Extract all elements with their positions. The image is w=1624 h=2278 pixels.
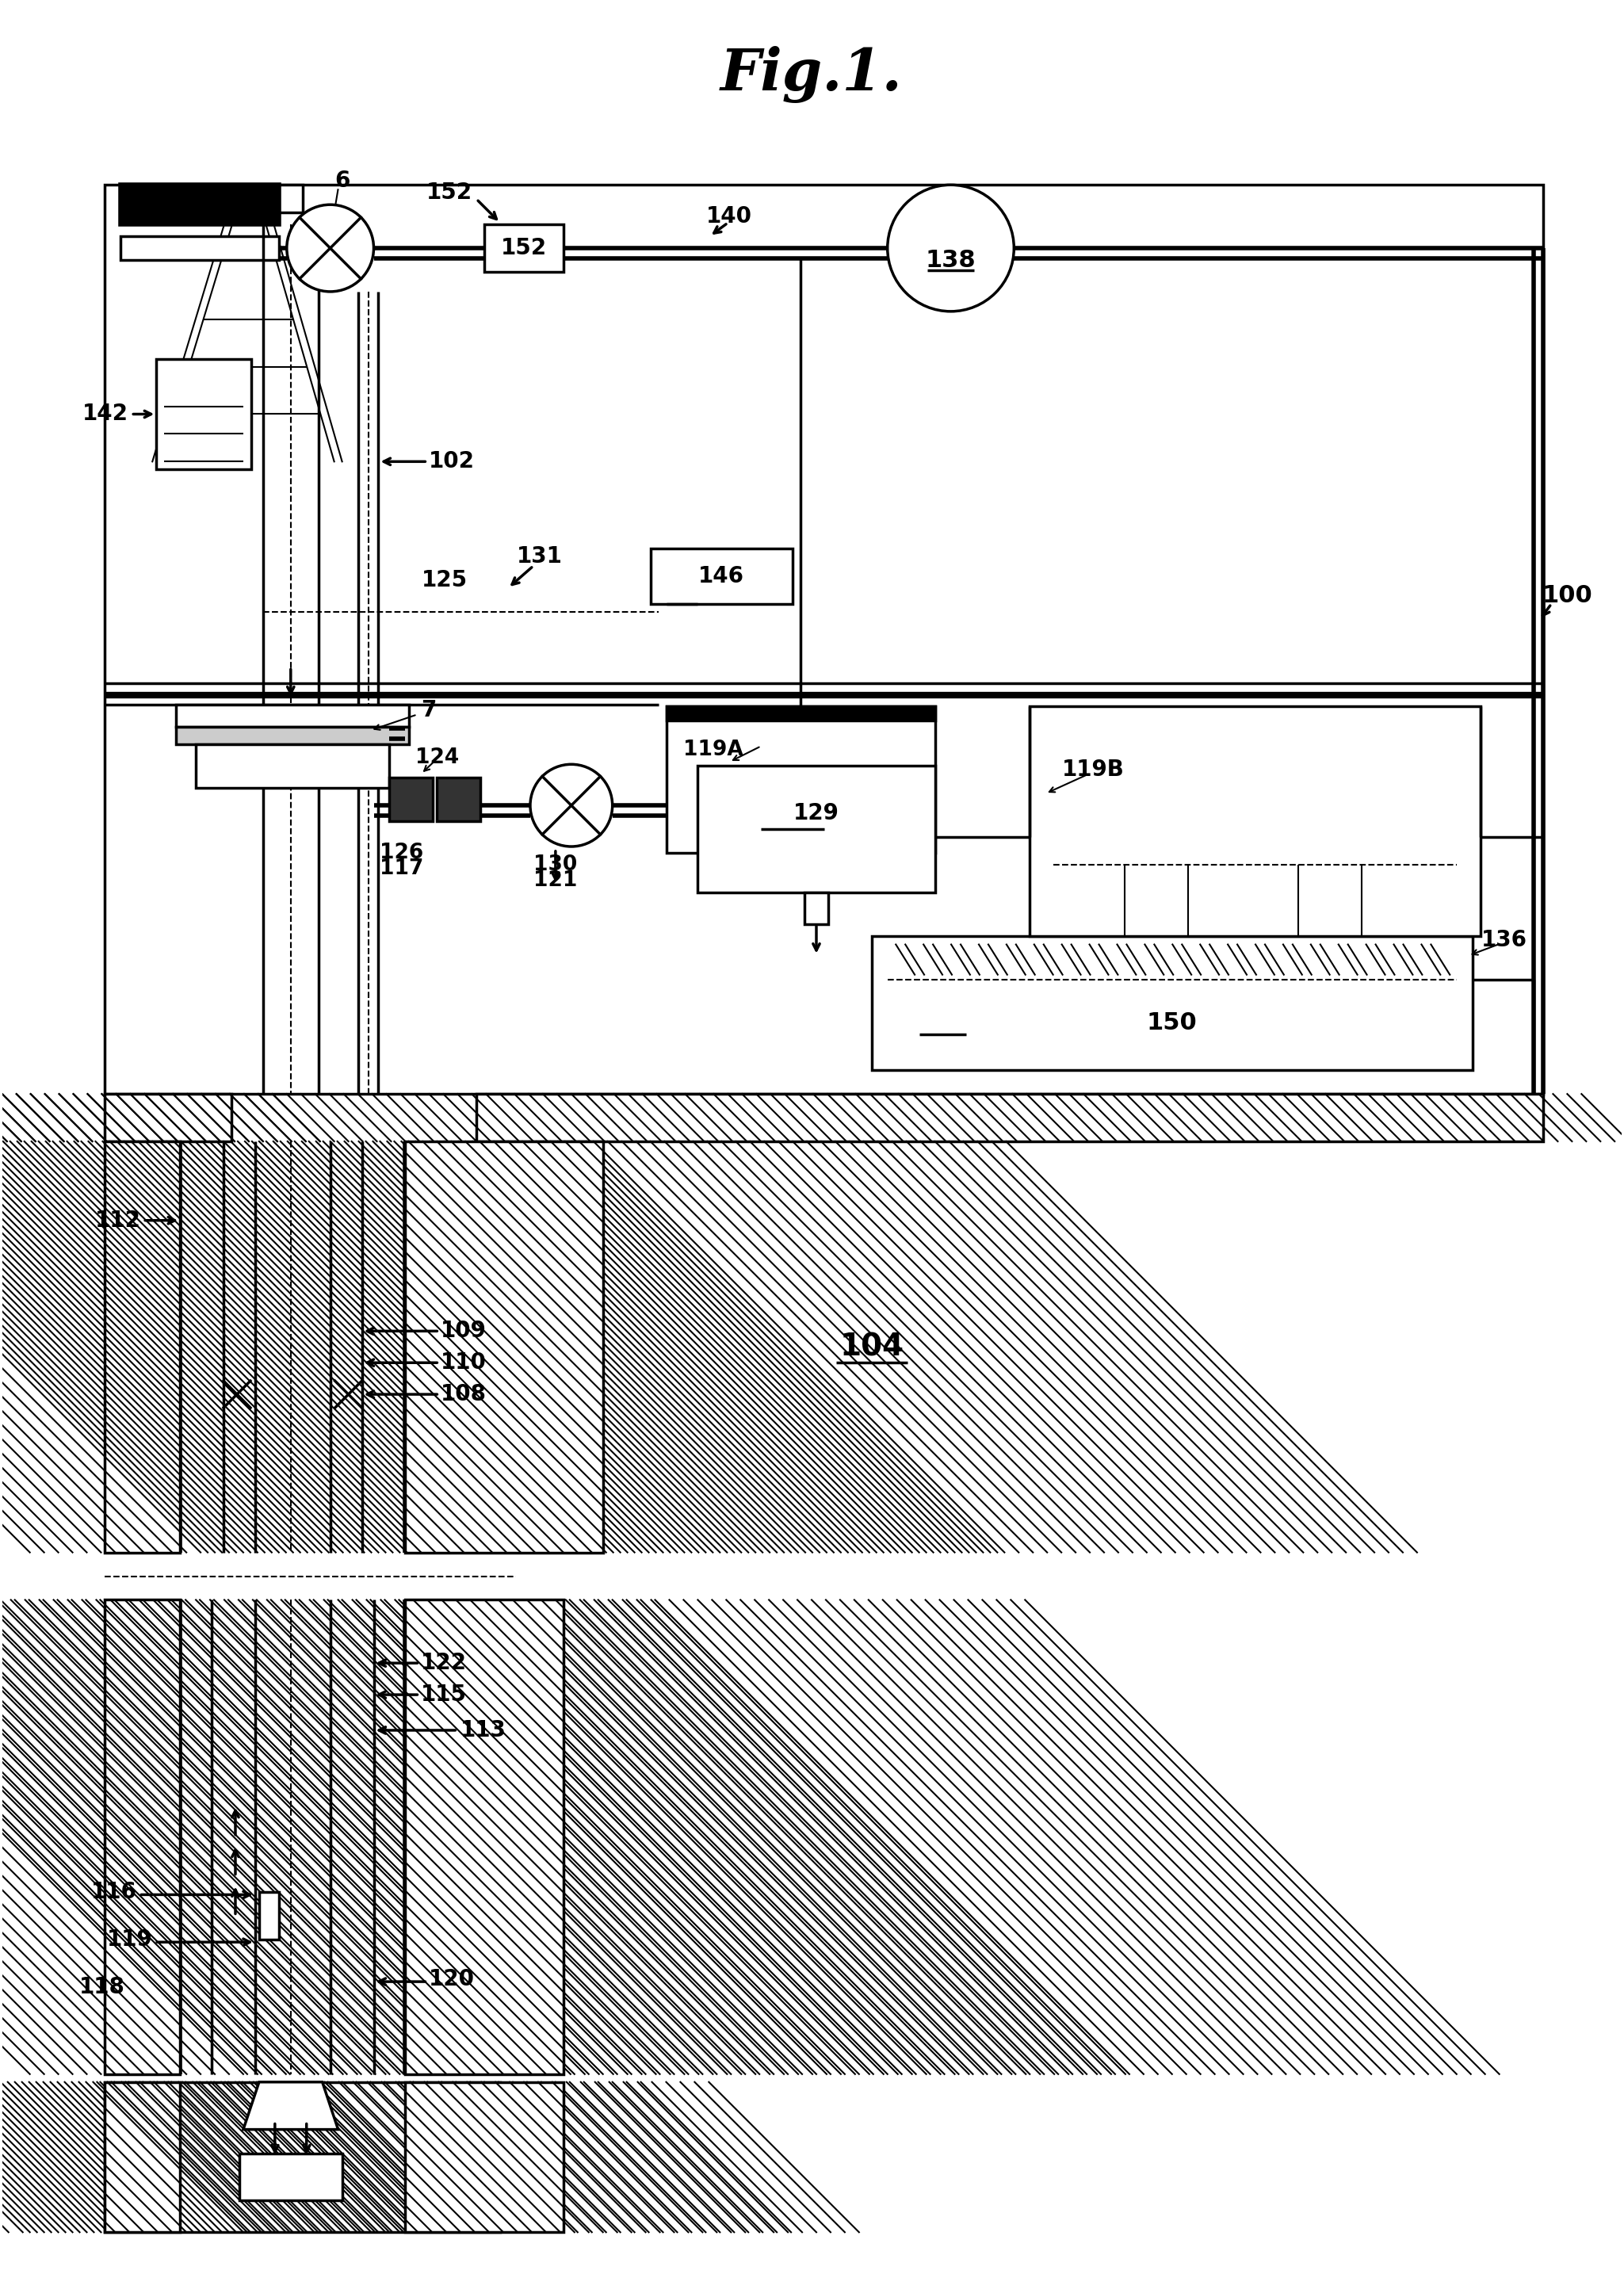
Text: 129: 129 [794, 802, 840, 825]
Text: 112: 112 [94, 1210, 141, 1232]
Text: 126: 126 [380, 843, 424, 863]
Bar [106, 185, 1543, 1093]
Circle shape [887, 185, 1013, 312]
Text: 113: 113 [461, 1720, 507, 1740]
Text: 104: 104 [840, 1333, 905, 1362]
Text: 115: 115 [421, 1683, 468, 1706]
Bar [437, 777, 481, 822]
Bar [390, 777, 434, 822]
Polygon shape [244, 2082, 338, 2130]
Bar [184, 185, 302, 212]
Text: 118: 118 [80, 1975, 125, 1998]
Text: 125: 125 [422, 570, 468, 592]
Text: 136: 136 [1481, 929, 1527, 950]
Bar [406, 2082, 564, 2232]
Text: 102: 102 [429, 451, 474, 472]
Text: 121: 121 [534, 870, 578, 891]
Bar [106, 1093, 232, 1141]
Text: 120: 120 [429, 1968, 474, 1991]
Bar [175, 704, 409, 727]
Bar [260, 1893, 279, 1941]
Bar [476, 1093, 1543, 1141]
Text: 124: 124 [416, 747, 460, 768]
Text: 108: 108 [440, 1383, 487, 1406]
Bar [698, 765, 935, 893]
Text: 110: 110 [440, 1351, 487, 1374]
Polygon shape [156, 351, 252, 360]
Text: 146: 146 [698, 565, 744, 588]
Text: 116: 116 [91, 1882, 136, 1904]
Text: 130: 130 [534, 854, 578, 875]
Bar [666, 706, 935, 852]
Bar [120, 185, 279, 226]
Bar [239, 2153, 343, 2201]
Text: 119: 119 [107, 1929, 153, 1950]
Bar [175, 727, 409, 745]
Text: 150: 150 [1147, 1011, 1197, 1034]
Text: 138: 138 [926, 248, 976, 271]
Text: 131: 131 [516, 544, 562, 567]
Text: 119A: 119A [684, 740, 744, 761]
Bar [120, 237, 279, 260]
Text: 106: 106 [265, 2166, 317, 2189]
Text: 140: 140 [706, 205, 752, 228]
Text: 117: 117 [380, 859, 424, 879]
Text: 100: 100 [1543, 585, 1593, 608]
Text: 152: 152 [500, 237, 547, 260]
Circle shape [529, 765, 612, 847]
Text: 6: 6 [335, 171, 349, 191]
Bar [156, 360, 252, 469]
Bar [484, 226, 564, 271]
Bar [650, 549, 793, 604]
Text: 142: 142 [83, 403, 128, 426]
Bar [106, 1141, 180, 1551]
Text: Fig.1.: Fig.1. [721, 46, 903, 103]
Bar [106, 1599, 180, 2075]
Text: 109: 109 [440, 1319, 487, 1342]
Circle shape [287, 205, 374, 292]
Bar [804, 893, 828, 925]
Text: 7: 7 [421, 699, 437, 722]
Bar [666, 706, 935, 720]
Bar [406, 1141, 603, 1551]
Bar [197, 745, 390, 788]
Bar [1030, 706, 1481, 936]
Bar [106, 2082, 500, 2232]
Text: 122: 122 [421, 1652, 468, 1674]
Bar [406, 1599, 564, 2075]
Text: 119B: 119B [1062, 759, 1124, 781]
Bar [872, 936, 1473, 1071]
Bar [106, 2082, 180, 2232]
Text: 152: 152 [427, 182, 473, 205]
